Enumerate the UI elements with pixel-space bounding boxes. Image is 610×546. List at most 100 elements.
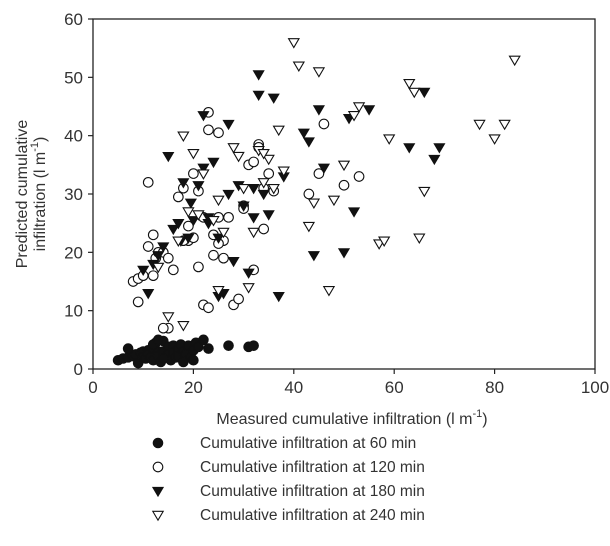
data-point <box>142 289 155 300</box>
data-point <box>172 219 185 230</box>
data-point <box>147 229 159 241</box>
data-point <box>142 176 154 188</box>
legend-marker <box>152 461 164 473</box>
data-point <box>152 251 165 262</box>
data-point <box>177 178 190 189</box>
data-point <box>162 312 175 323</box>
data-point <box>272 125 285 137</box>
data-point <box>252 90 265 102</box>
data-point <box>312 105 325 116</box>
data-point <box>257 189 270 201</box>
series-4 <box>152 38 521 332</box>
legend-marker <box>152 437 164 449</box>
data-point <box>403 78 416 90</box>
data-point <box>212 233 225 244</box>
data-point <box>187 148 200 160</box>
data-point <box>258 223 270 235</box>
data-point <box>488 134 501 145</box>
data-point <box>338 179 350 191</box>
x-axis-title: Measured cumulative infiltration (l m-1) <box>216 408 487 428</box>
data-point <box>403 143 416 154</box>
data-point <box>208 249 219 261</box>
data-point <box>213 127 224 139</box>
data-point <box>188 354 199 366</box>
x-tick-label: 80 <box>485 378 504 397</box>
data-point <box>227 256 240 268</box>
data-point <box>377 236 391 247</box>
data-point <box>167 224 180 236</box>
data-point <box>247 213 260 224</box>
series-1 <box>112 334 259 369</box>
data-point <box>178 356 189 368</box>
data-point <box>152 334 164 346</box>
y-axis-title-line1: Predicted cumulative <box>14 120 31 269</box>
data-point <box>177 321 190 332</box>
data-point <box>347 207 361 218</box>
data-point <box>218 252 229 264</box>
data-point <box>203 124 214 136</box>
data-point <box>242 268 255 279</box>
data-point <box>237 183 250 195</box>
data-points <box>112 38 521 369</box>
data-point <box>247 227 260 239</box>
data-point <box>227 143 240 154</box>
data-point <box>203 302 214 314</box>
data-point <box>352 102 366 113</box>
legend-label: Cumulative infiltration at 60 min <box>200 435 416 452</box>
data-point <box>302 221 316 233</box>
data-point <box>184 198 197 209</box>
data-point <box>193 261 204 273</box>
data-point <box>267 183 280 195</box>
y-axis-title-superscript: -1 <box>29 142 41 152</box>
data-point <box>297 128 310 139</box>
data-point <box>132 296 144 308</box>
legend-label: Cumulative infiltration at 240 min <box>200 507 425 524</box>
data-point <box>347 111 361 122</box>
data-point <box>233 293 244 305</box>
data-point <box>247 184 260 195</box>
data-point <box>198 334 209 346</box>
data-point <box>222 119 235 131</box>
data-point <box>207 157 220 169</box>
data-point <box>232 151 245 163</box>
data-point <box>207 216 220 227</box>
data-point <box>203 343 214 354</box>
series-3 <box>137 70 446 303</box>
y-tick-label: 20 <box>64 243 83 262</box>
data-point <box>248 340 259 351</box>
data-point <box>187 216 200 227</box>
data-point <box>498 119 511 131</box>
data-point <box>292 61 305 72</box>
data-point <box>307 251 320 262</box>
data-point <box>242 283 255 294</box>
data-point <box>327 195 341 207</box>
legend-label: Cumulative infiltration at 180 min <box>200 483 425 500</box>
y-tick-label: 0 <box>74 360 83 379</box>
data-point <box>263 168 275 179</box>
data-point <box>257 148 270 160</box>
data-point <box>433 143 446 154</box>
x-axis: 0 20 40 60 80 100 <box>88 369 609 397</box>
data-point <box>223 211 234 223</box>
series-2 <box>127 106 365 334</box>
data-point <box>172 236 185 247</box>
x-tick-label: 100 <box>581 378 609 397</box>
data-point <box>182 207 195 218</box>
data-point <box>322 286 336 297</box>
data-point <box>237 201 250 212</box>
x-tick-label: 40 <box>284 378 303 397</box>
y-tick-label: 10 <box>64 302 83 321</box>
data-point <box>277 166 290 177</box>
data-point <box>302 137 315 148</box>
data-point <box>307 198 321 210</box>
data-point <box>363 105 376 116</box>
data-point <box>147 270 159 282</box>
y-axis-title-end: ) <box>32 137 49 142</box>
data-point <box>257 178 270 189</box>
y-tick-label: 40 <box>64 127 83 146</box>
data-point <box>262 154 275 166</box>
data-point <box>152 262 165 274</box>
y-axis: 0 10 20 30 40 50 60 <box>64 10 93 379</box>
x-tick-label: 0 <box>88 378 97 397</box>
